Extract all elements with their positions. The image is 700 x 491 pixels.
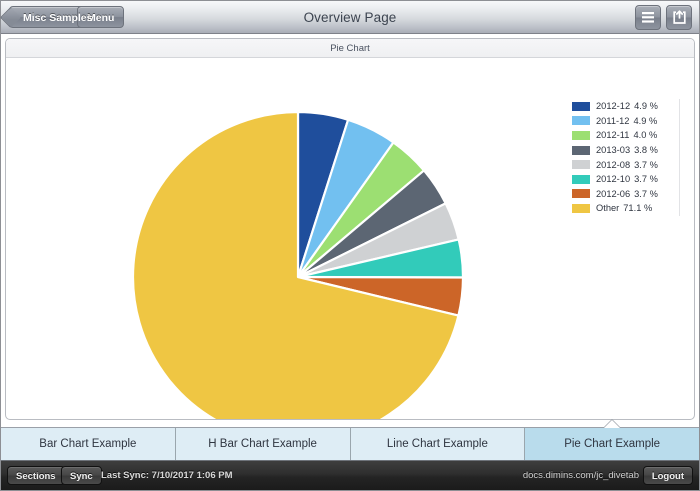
sections-button[interactable]: Sections xyxy=(7,466,65,485)
top-toolbar: Misc Samples Menu Overview Page xyxy=(1,1,699,34)
server-url-text: docs.dimins.com/jc_divetab xyxy=(522,470,639,481)
chart-tab-bar: Bar Chart Example H Bar Chart Example Line… xyxy=(1,419,699,461)
legend-color-swatch xyxy=(572,130,590,140)
chart-legend: 2012-12 4.9 % 2011-12 4.9 % 2012-11 4.0 % 2013… xyxy=(572,99,680,216)
legend-value: 71.1 % xyxy=(623,203,653,214)
legend-category: 2012-10 xyxy=(596,174,631,185)
chart-panel-title: Pie Chart xyxy=(6,39,694,58)
legend-value: 3.7 % xyxy=(634,174,658,185)
legend-label: 2013-03 3.8 % xyxy=(596,145,658,155)
legend-color-swatch xyxy=(572,203,590,213)
legend-row[interactable]: 2012-11 4.0 % xyxy=(572,128,673,143)
sections-button-label: Sections xyxy=(16,471,56,482)
tab-bar-chart-example[interactable]: Bar Chart Example xyxy=(1,428,176,460)
legend-value: 3.7 % xyxy=(634,159,658,170)
legend-row[interactable]: 2013-03 3.8 % xyxy=(572,143,673,158)
legend-row[interactable]: 2012-12 4.9 % xyxy=(572,99,673,114)
share-export-icon[interactable] xyxy=(666,5,692,30)
legend-value: 3.7 % xyxy=(634,188,658,199)
hamburger-menu-glyph xyxy=(642,12,654,23)
legend-category: 2012-11 xyxy=(596,130,630,141)
legend-row[interactable]: 2011-12 4.9 % xyxy=(572,114,673,129)
sync-button-label: Sync xyxy=(70,471,93,482)
menu-button[interactable]: Menu xyxy=(77,6,125,28)
pie-slice[interactable] xyxy=(131,110,460,419)
share-export-glyph xyxy=(672,10,686,24)
legend-row[interactable]: 2012-06 3.7 % xyxy=(572,187,673,202)
back-button-misc-samples[interactable]: Misc Samples xyxy=(9,6,103,28)
legend-value: 3.8 % xyxy=(634,145,658,156)
legend-value: 4.0 % xyxy=(633,130,658,141)
chart-area: 2012-12 4.9 % 2011-12 4.9 % 2012-11 4.0 % 2013… xyxy=(6,59,694,419)
legend-category: 2012-12 xyxy=(596,101,631,112)
legend-category: 2012-06 xyxy=(596,188,631,199)
hamburger-menu-icon[interactable] xyxy=(635,5,661,30)
legend-label: 2012-08 3.7 % xyxy=(596,160,658,170)
tab-h-bar-chart-example[interactable]: H Bar Chart Example xyxy=(176,428,351,460)
status-bar: Sections Sync Last Sync: 7/10/2017 1:06 … xyxy=(1,461,699,490)
legend-category: Other xyxy=(596,203,620,214)
legend-color-swatch xyxy=(572,145,590,155)
legend-row[interactable]: 2012-10 3.7 % xyxy=(572,172,673,187)
legend-label: Other 71.1 % xyxy=(596,203,652,213)
pie-chart[interactable] xyxy=(6,59,694,419)
legend-color-swatch xyxy=(572,101,590,111)
legend-category: 2011-12 xyxy=(596,115,630,126)
legend-label: 2012-10 3.7 % xyxy=(596,174,658,184)
legend-label: 2012-12 4.9 % xyxy=(596,101,658,111)
legend-label: 2012-06 3.7 % xyxy=(596,189,658,199)
legend-color-swatch xyxy=(572,189,590,199)
tab-label: Line Chart Example xyxy=(386,438,488,450)
tab-line-chart-example[interactable]: Line Chart Example xyxy=(351,428,526,460)
legend-label: 2012-11 4.0 % xyxy=(596,130,657,140)
logout-button[interactable]: Logout xyxy=(642,466,693,485)
sync-button[interactable]: Sync xyxy=(61,466,102,485)
pie-slice-group xyxy=(131,110,465,419)
tab-label: Pie Chart Example xyxy=(564,438,661,450)
legend-color-swatch xyxy=(572,116,590,126)
page-title: Overview Page xyxy=(303,10,397,25)
legend-color-swatch xyxy=(572,174,590,184)
legend-row[interactable]: 2012-08 3.7 % xyxy=(572,157,673,172)
logout-button-label: Logout xyxy=(651,471,684,482)
legend-category: 2012-08 xyxy=(596,159,631,170)
back-button-label: Misc Samples xyxy=(23,12,93,24)
legend-category: 2013-03 xyxy=(596,145,631,156)
tab-label: H Bar Chart Example xyxy=(208,438,317,450)
legend-label: 2011-12 4.9 % xyxy=(596,116,657,126)
last-sync-text: Last Sync: 7/10/2017 1:06 PM xyxy=(101,470,233,481)
tab-pie-chart-example[interactable]: Pie Chart Example xyxy=(525,419,699,460)
tab-label: Bar Chart Example xyxy=(39,438,137,450)
legend-row[interactable]: Other 71.1 % xyxy=(572,201,673,216)
menu-button-label: Menu xyxy=(87,12,115,24)
legend-value: 4.9 % xyxy=(634,101,658,112)
legend-value: 4.9 % xyxy=(633,115,658,126)
legend-color-swatch xyxy=(572,160,590,170)
chart-panel: Pie Chart 2012-12 4.9 % 2011-12 4.9 % 2012-1… xyxy=(5,38,695,420)
